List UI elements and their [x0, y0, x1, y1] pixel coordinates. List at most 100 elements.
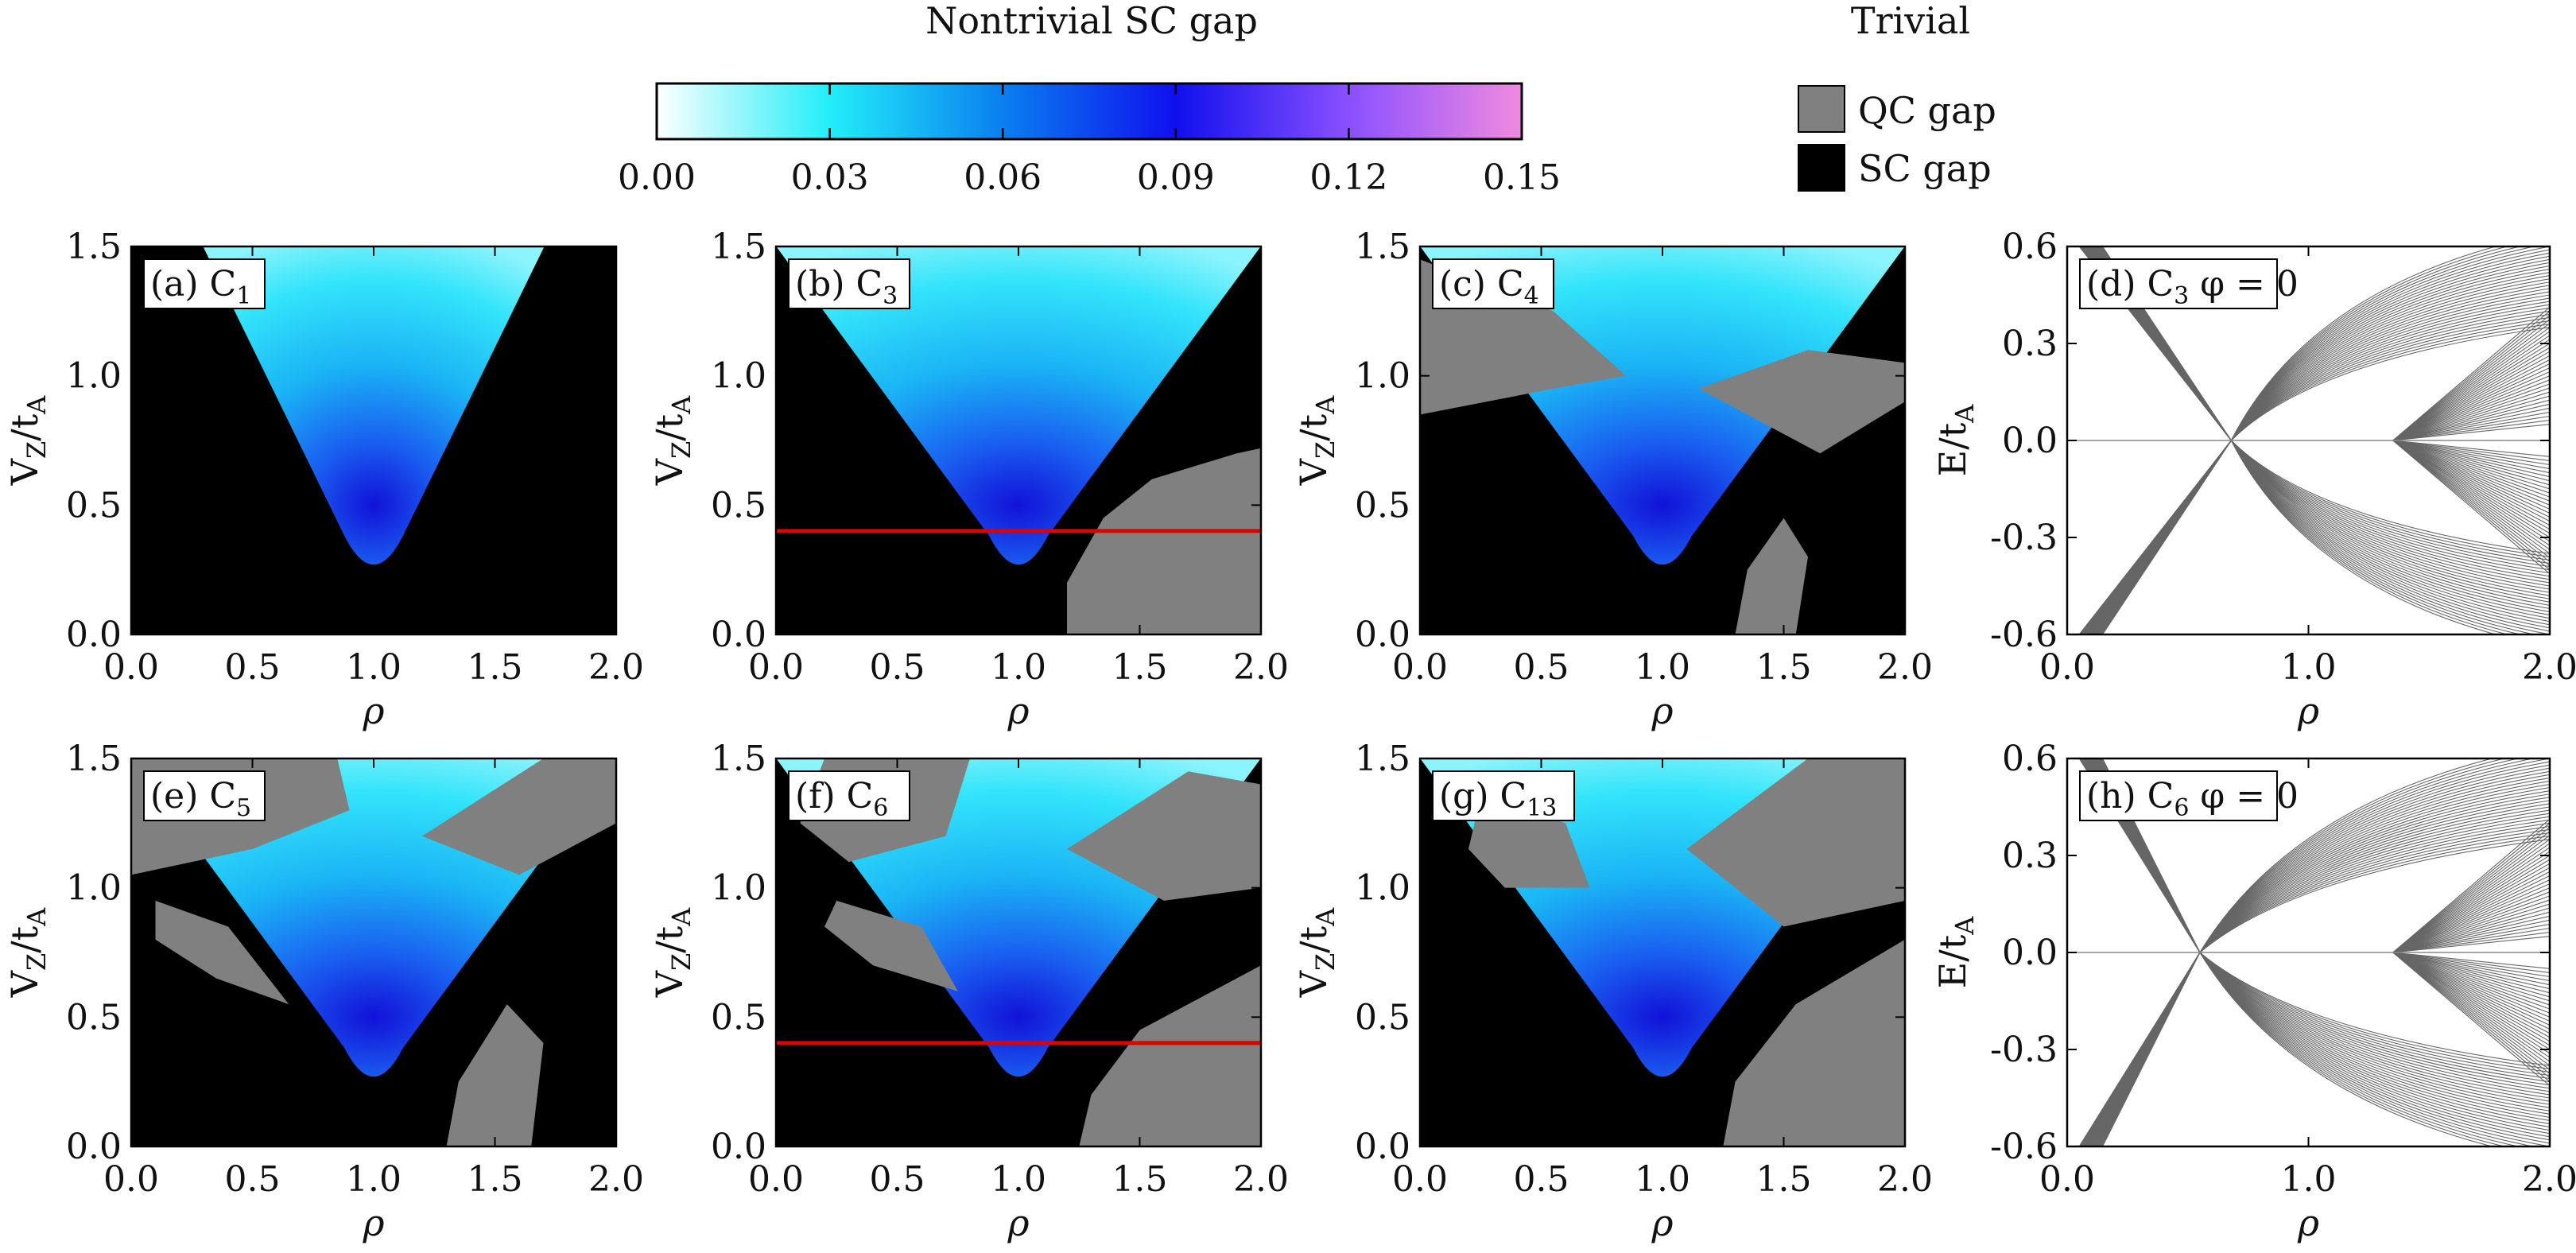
x-tick-label: 2.0 [1233, 1159, 1289, 1200]
band-line [2392, 375, 2550, 441]
band-line [2392, 952, 2550, 1062]
band-line [2392, 952, 2550, 1022]
band-line [2199, 952, 2550, 1115]
x-tick-label: 0.5 [225, 647, 281, 688]
band-line [2230, 440, 2550, 561]
qc-gap-region [824, 900, 958, 991]
x-tick-label: 0.5 [870, 1159, 925, 1200]
x-tick-label: 1.5 [467, 647, 523, 688]
band-line [2392, 411, 2550, 441]
band-line [2199, 806, 2550, 953]
panel-d: 0.0 1.0 2.0 -0.6 -0.3 0.0 0.3 0.6 ρ E/tA (d) C3 φ … [1931, 227, 2576, 732]
y-tick-label: 1.5 [1355, 227, 1410, 267]
band-line [2392, 952, 2550, 1034]
panel-label: (e) C5 [143, 770, 266, 822]
band-line [2199, 793, 2550, 953]
x-tick-label: 0.0 [748, 647, 804, 688]
panel-label: (a) C1 [143, 258, 266, 310]
x-tick-label: 0.5 [1514, 647, 1569, 688]
qc-gap-region [1698, 350, 1905, 454]
band-line [2199, 803, 2550, 953]
x-tick-label: 0.0 [1392, 1159, 1448, 1200]
band-line [2392, 387, 2550, 441]
band-line [2230, 246, 2550, 441]
band-line [2392, 915, 2550, 953]
legend-title: Trivial [1851, 0, 1970, 42]
y-tick-label: 1.5 [711, 739, 766, 779]
band-line [2392, 440, 2550, 506]
band-line [2230, 271, 2550, 441]
panel-label-text: (e) C5 [150, 776, 251, 822]
band-line [2392, 440, 2550, 546]
band-line [2392, 440, 2550, 457]
panel-label-box [788, 770, 910, 821]
legend-label-qc: QC gap [1858, 89, 1996, 132]
band-line [2392, 415, 2550, 441]
band-line [2392, 347, 2550, 441]
band-line [2392, 391, 2550, 441]
panel-a: 0.0 0.5 1.0 1.5 2.0 0.0 0.5 1.0 1.5 ρ VZ/tA (a) C1 [3, 227, 644, 732]
band-line [2230, 313, 2550, 441]
band-line [2230, 246, 2509, 441]
panel-g: 0.0 0.5 1.0 1.5 2.0 0.0 0.5 1.0 1.5 ρ VZ/tA (g) C13 [1292, 739, 1933, 1244]
band-line [2392, 403, 2550, 441]
x-tick-label: 1.5 [1112, 1159, 1168, 1200]
x-tick-label: 0.0 [748, 1159, 804, 1200]
x-tick-label: 1.5 [1756, 647, 1812, 688]
band-line [2199, 832, 2550, 953]
band-line [2199, 952, 2550, 1096]
colorbar-tick-label: 0.12 [1309, 157, 1387, 198]
band-line [2230, 440, 2550, 613]
y-axis-label: VZ/tA [3, 907, 52, 998]
band-line [2199, 952, 2507, 1146]
band-line [2199, 816, 2550, 953]
band-line [2392, 343, 2550, 441]
y-tick-label: 1.0 [711, 356, 766, 397]
band-line [2392, 863, 2550, 953]
band-line [2392, 440, 2550, 534]
qc-gap-region [155, 900, 289, 1005]
band-line [2392, 847, 2550, 953]
band-line [2392, 407, 2550, 441]
band-line [2392, 952, 2550, 1010]
band-line [2392, 818, 2550, 953]
band-line [2230, 327, 2550, 441]
x-tick-label: 2.0 [588, 1159, 644, 1200]
band-line [2392, 440, 2550, 518]
band-line [2199, 819, 2550, 953]
band-line [2392, 952, 2550, 1083]
colorbar-gradient [655, 82, 1523, 141]
band-line [2392, 420, 2550, 441]
band-line [2230, 440, 2550, 564]
band-line [2392, 952, 2550, 982]
y-axis-label: VZ/tA [648, 395, 696, 486]
band-line [2392, 952, 2550, 1074]
y-axis-label: VZ/tA [1292, 907, 1340, 998]
band-line [2230, 440, 2550, 590]
x-axis-label: ρ [362, 1201, 384, 1244]
band-line [2392, 952, 2550, 1066]
band-line [2392, 399, 2550, 441]
band-line [2199, 813, 2550, 953]
band-line [2392, 952, 2550, 1014]
y-axis-label: E/tA [1931, 404, 1980, 477]
band-line [2199, 790, 2550, 953]
band-line [2199, 952, 2550, 1144]
band-line [2199, 952, 2550, 1069]
band-line [2199, 797, 2550, 953]
x-tick-label: 2.0 [1233, 647, 1289, 688]
panel-label: (b) C3 [788, 258, 910, 310]
band-line [2392, 440, 2550, 558]
x-tick-label: 1.0 [346, 1159, 402, 1200]
band-line [2392, 363, 2550, 441]
band-line [2199, 828, 2550, 953]
band-line [2392, 327, 2550, 441]
band-line [2230, 440, 2550, 634]
y-tick-label: 0.0 [66, 1127, 122, 1167]
band-line [2392, 440, 2550, 514]
band-line [2199, 952, 2520, 1146]
y-tick-label: 0.0 [2002, 421, 2058, 461]
band-line [2392, 952, 2550, 1018]
band-line [2230, 320, 2550, 441]
band-line [2392, 887, 2550, 953]
